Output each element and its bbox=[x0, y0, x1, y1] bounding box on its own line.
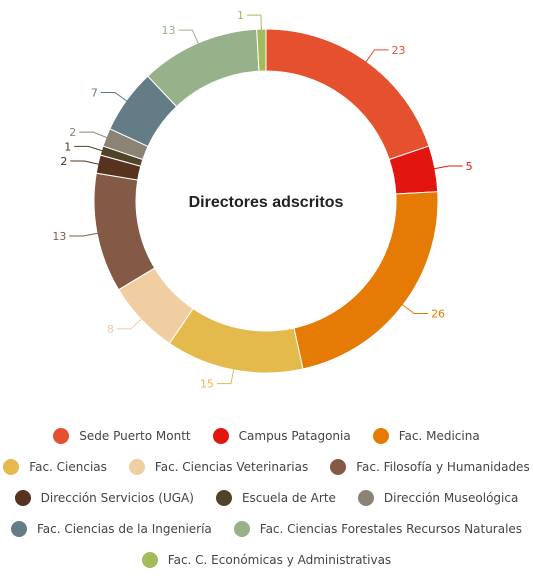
legend-swatch-icon bbox=[357, 489, 374, 506]
legend-swatch-icon bbox=[14, 489, 31, 506]
legend-item-escuela-de-arte[interactable]: Escuela de Arte bbox=[215, 489, 336, 506]
legend-swatch-icon bbox=[330, 458, 347, 475]
legend-swatch-icon bbox=[128, 458, 145, 475]
legend-item-campus-patagonia[interactable]: Campus Patagonia bbox=[212, 427, 351, 444]
legend-swatch-icon bbox=[215, 489, 232, 506]
legend-item-fac-ciencias-de-la-ingenieria[interactable]: Fac. Ciencias de la Ingeniería bbox=[10, 520, 212, 537]
legend-label: Campus Patagonia bbox=[238, 428, 351, 443]
legend-label: Escuela de Arte bbox=[241, 490, 336, 505]
value-label-fac-ciencias-de-la-ingenieria: 7 bbox=[91, 86, 98, 99]
value-label-campus-patagonia: 5 bbox=[466, 160, 473, 173]
legend-label: Fac. Medicina bbox=[398, 428, 480, 443]
connector-sede-puerto-montt bbox=[364, 49, 389, 64]
legend-label: Fac. Filosofía y Humanidades bbox=[356, 459, 530, 474]
legend-swatch-icon bbox=[53, 427, 70, 444]
connector-fac-ciencias-de-la-ingenieria bbox=[100, 91, 129, 103]
legend-row: Fac. C. Económicas y Administrativas bbox=[0, 544, 533, 575]
connector-campus-patagonia bbox=[432, 165, 463, 170]
legend-swatch-icon bbox=[372, 427, 389, 444]
legend-item-fac-ciencias-forestales-recursos-naturales[interactable]: Fac. Ciencias Forestales Recursos Natura… bbox=[233, 520, 523, 537]
connector-fac-medicina bbox=[401, 303, 429, 315]
value-label-direccion-servicios-uga: 2 bbox=[60, 155, 67, 168]
value-label-fac-ciencias-veterinarias: 8 bbox=[107, 323, 114, 336]
legend-item-sede-puerto-montt[interactable]: Sede Puerto Montt bbox=[53, 427, 191, 444]
donut-slices bbox=[93, 28, 439, 374]
value-label-fac-medicina: 26 bbox=[431, 308, 445, 321]
connector-fac-c-economicas-y-administrativas bbox=[246, 14, 262, 32]
legend-row: Fac. Ciencias Fac. Ciencias Veterinarias F… bbox=[0, 451, 533, 482]
value-label-fac-filosofia-y-humanidades: 13 bbox=[52, 230, 66, 243]
legend-row: Sede Puerto Montt Campus Patagonia Fac. Me… bbox=[0, 420, 533, 451]
legend-item-fac-filosofia-y-humanidades[interactable]: Fac. Filosofía y Humanidades bbox=[330, 458, 530, 475]
legend-label: Dirección Museológica bbox=[383, 490, 519, 505]
legend-label: Fac. Ciencias Forestales Recursos Natura… bbox=[259, 521, 523, 536]
legend-swatch-icon bbox=[141, 551, 158, 568]
value-label-fac-c-economicas-y-administrativas: 1 bbox=[237, 9, 244, 22]
legend-label: Fac. C. Económicas y Administrativas bbox=[167, 552, 392, 567]
legend-item-direccion-servicios-uga[interactable]: Dirección Servicios (UGA) bbox=[14, 489, 194, 506]
connector-direccion-museologica bbox=[79, 131, 109, 139]
legend-row: Dirección Servicios (UGA) Escuela de Arte… bbox=[0, 482, 533, 513]
legend-item-direccion-museologica[interactable]: Dirección Museológica bbox=[357, 489, 519, 506]
connector-fac-ciencias-forestales-recursos-naturales bbox=[178, 29, 200, 46]
legend-item-fac-c-economicas-y-administrativas[interactable]: Fac. C. Económicas y Administrativas bbox=[141, 551, 392, 568]
connector-fac-filosofia-y-humanidades bbox=[69, 232, 100, 237]
slice-fac-filosofia-y-humanidades[interactable] bbox=[93, 172, 156, 291]
connector-direccion-servicios-uga bbox=[70, 160, 101, 165]
legend: Sede Puerto Montt Campus Patagonia Fac. Me… bbox=[0, 420, 533, 575]
legend-label: Fac. Ciencias bbox=[29, 459, 107, 474]
value-label-escuela-de-arte: 1 bbox=[64, 140, 71, 153]
slice-fac-c-economicas-y-administrativas[interactable] bbox=[256, 28, 267, 72]
legend-label: Fac. Ciencias Veterinarias bbox=[154, 459, 309, 474]
legend-item-fac-medicina[interactable]: Fac. Medicina bbox=[372, 427, 480, 444]
legend-swatch-icon bbox=[3, 458, 20, 475]
legend-label: Sede Puerto Montt bbox=[79, 428, 191, 443]
connector-escuela-de-arte bbox=[74, 145, 104, 152]
connector-fac-ciencias bbox=[216, 367, 235, 385]
legend-item-fac-ciencias-veterinarias[interactable]: Fac. Ciencias Veterinarias bbox=[128, 458, 309, 475]
value-label-sede-puerto-montt: 23 bbox=[392, 44, 406, 57]
value-label-direccion-museologica: 2 bbox=[69, 126, 76, 139]
slice-fac-medicina[interactable] bbox=[293, 191, 439, 370]
legend-item-fac-ciencias[interactable]: Fac. Ciencias bbox=[3, 458, 107, 475]
label-connectors bbox=[69, 14, 463, 385]
legend-row: Fac. Ciencias de la Ingeniería Fac. Cienc… bbox=[0, 513, 533, 544]
value-label-fac-ciencias: 15 bbox=[200, 378, 214, 391]
legend-swatch-icon bbox=[233, 520, 250, 537]
legend-swatch-icon bbox=[212, 427, 229, 444]
slice-fac-ciencias[interactable] bbox=[168, 307, 304, 374]
chart-title: Directores adscritos bbox=[189, 194, 344, 211]
legend-label: Fac. Ciencias de la Ingeniería bbox=[36, 521, 212, 536]
legend-swatch-icon bbox=[10, 520, 27, 537]
connector-fac-ciencias-veterinarias bbox=[116, 317, 143, 330]
legend-label: Dirección Servicios (UGA) bbox=[40, 490, 194, 505]
value-label-fac-ciencias-forestales-recursos-naturales: 13 bbox=[162, 24, 176, 37]
